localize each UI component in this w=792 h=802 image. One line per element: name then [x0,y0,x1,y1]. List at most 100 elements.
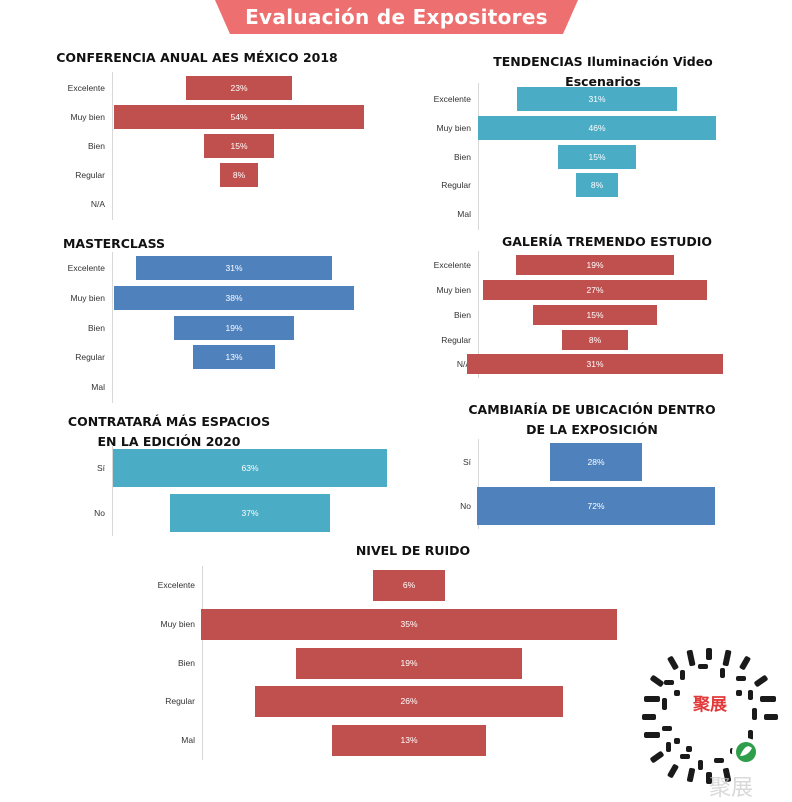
category-label: Bien [87,141,105,151]
bar [483,280,707,300]
data-label: 37% [241,508,259,518]
data-label: 15% [588,152,606,162]
leaf-icon [732,738,760,766]
category-label: Excelente [67,83,105,93]
chart-title-line: CONFERENCIA ANUAL AES MÉXICO 2018 [56,50,338,65]
bar [220,163,258,187]
category-label: Excelente [157,580,195,590]
chart-title-line: DE LA EXPOSICIÓN [526,422,658,437]
bar [169,494,331,532]
category-label: Bien [177,658,195,668]
data-label: 8% [588,335,602,345]
category-label: Regular [441,335,471,345]
chart-title-line: CAMBIARÍA DE UBICACIÓN DENTRO [468,402,716,417]
data-label: 13% [400,735,418,745]
data-label: 54% [230,112,248,122]
category-label: Muy bien [436,123,472,133]
category-label: Bien [453,310,471,320]
category-label: Regular [75,352,105,362]
bar [192,345,276,369]
data-label: 46% [588,123,606,133]
bar [576,173,618,197]
data-label: 31% [588,94,606,104]
category-label: Muy bien [160,619,196,629]
data-label: 23% [230,83,248,93]
bar [516,87,678,111]
data-label: 15% [586,310,604,320]
category-label: Bien [87,323,105,333]
category-label: Excelente [433,94,471,104]
chart-title-line: EN LA EDICIÓN 2020 [97,434,241,449]
chart-axis [112,445,113,536]
chart-axis [478,251,479,378]
category-label: Sí [96,463,105,473]
data-label: 15% [230,141,248,151]
bar [532,305,658,325]
bar [173,316,295,340]
data-label: 31% [586,359,604,369]
chart-title-line: MASTERCLASS [62,236,166,251]
bar [296,647,522,679]
bar [558,145,636,169]
chart-title-line: GALERÍA TREMENDO ESTUDIO [501,234,713,249]
bar [135,256,333,280]
bar [204,134,274,158]
data-label: 63% [241,463,259,473]
qr-logo-text: 聚展 [693,695,727,715]
bar [466,354,724,374]
data-label: 72% [587,501,605,511]
category-label: N/A [90,199,105,209]
data-label: 31% [225,263,243,273]
qr-code [642,648,778,784]
data-label: 27% [586,285,604,295]
data-label: 8% [590,180,604,190]
header-banner [215,0,578,34]
chart-axis [478,439,479,529]
data-label: 19% [400,658,418,668]
page-title: Evaluación de Expositores [245,5,548,29]
bar [112,449,388,487]
category-label: Sí [462,457,471,467]
category-label: Bien [453,152,471,162]
data-label: 19% [586,260,604,270]
bar [185,76,293,100]
category-label: N/A [456,359,471,369]
bar [113,105,365,129]
bar [113,286,355,310]
data-label: 38% [225,293,243,303]
chart-axis [478,83,479,230]
bar [331,724,487,756]
bar [477,487,715,525]
category-label: Mal [181,735,195,745]
bar [549,443,643,481]
bar [478,116,716,140]
category-label: Regular [165,696,195,706]
bar [254,685,564,717]
data-label: 13% [225,352,243,362]
bar [516,255,674,275]
category-label: Mal [457,209,471,219]
category-label: Muy bien [70,112,106,122]
data-label: 19% [225,323,243,333]
bar [561,330,629,350]
chart-title-line: NIVEL DE RUIDO [355,543,471,558]
chart-axis [202,565,203,760]
category-label: No [94,508,105,518]
chart-axis [112,72,113,220]
data-label: 28% [587,457,605,467]
bar [201,608,617,640]
category-label: Muy bien [70,293,106,303]
category-label: Excelente [67,263,105,273]
category-label: Regular [441,180,471,190]
data-label: 35% [400,619,418,629]
chart-title-line: TENDENCIAS Iluminación Video [493,54,713,69]
watermark: 聚展 [708,776,753,801]
data-label: 6% [402,580,416,590]
category-label: Mal [91,382,105,392]
chart-title-line: CONTRATARÁ MÁS ESPACIOS [67,414,271,429]
data-label: 26% [400,696,418,706]
chart-title-line: Escenarios [565,74,641,89]
category-label: Excelente [433,260,471,270]
bar [373,569,445,601]
data-label: 8% [232,170,246,180]
